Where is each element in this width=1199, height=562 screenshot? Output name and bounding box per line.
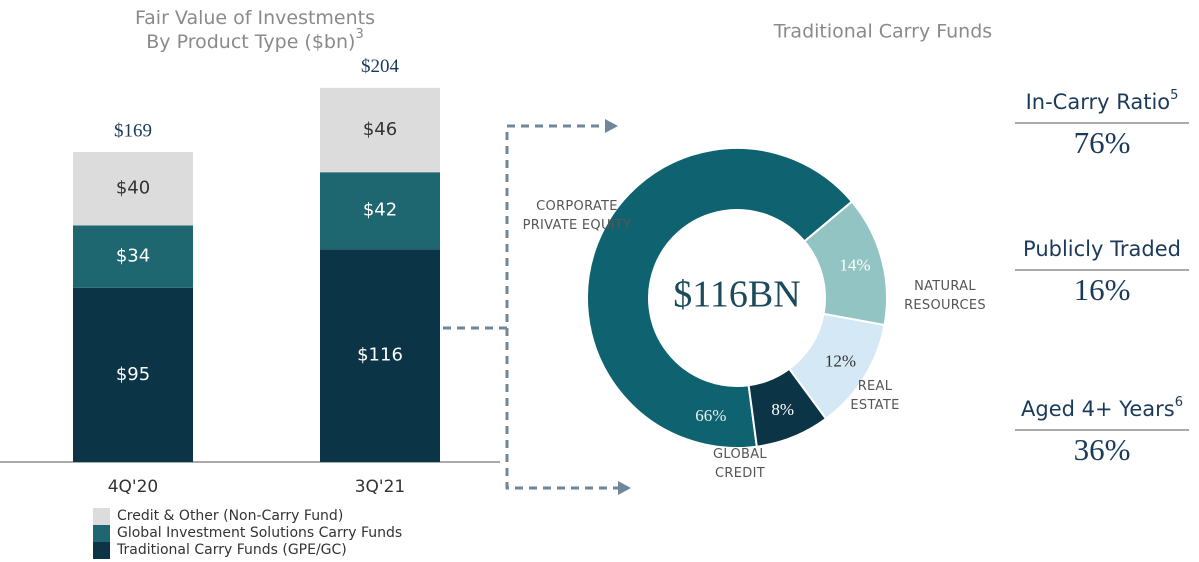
legend-label: Global Investment Solutions Carry Funds (117, 525, 402, 541)
bar-segment (320, 172, 440, 250)
slice-category-label: CORPORATE PRIVATE EQUITY (522, 199, 632, 233)
slice-value-label: 8% (771, 400, 794, 419)
bar-segment (320, 249, 440, 462)
donut-slice (586, 147, 854, 449)
x-tick-label: 3Q'21 (355, 477, 406, 497)
legend-swatch (93, 542, 110, 559)
metric-value: 76% (1074, 125, 1131, 160)
slice-value-label: 66% (695, 406, 726, 425)
slice-category-label: GLOBAL CREDIT (713, 447, 767, 481)
title-footnote: 3 (355, 27, 363, 42)
legend-swatch (93, 508, 110, 525)
donut-center-label: $116BN (673, 274, 800, 316)
metric-footnote: 5 (1170, 88, 1178, 103)
bar-value-label: $95 (116, 364, 150, 385)
bar-value-label: $116 (357, 345, 403, 366)
metric-value: 36% (1074, 432, 1131, 467)
slice-value-label: 12% (825, 352, 856, 371)
bar-value-label: $34 (116, 246, 150, 267)
metric-footnote: 6 (1175, 395, 1183, 410)
donut-title: Traditional Carry Funds (773, 21, 992, 43)
bar-value-label: $46 (363, 119, 397, 140)
bar-value-label: $42 (363, 200, 397, 221)
bar-segment (320, 87, 440, 173)
bar-total-label: $204 (361, 56, 400, 77)
slice-category-label: NATURAL RESOURCES (904, 279, 986, 313)
legend-label: Traditional Carry Funds (GPE/GC) (116, 542, 347, 558)
metric-label: Aged 4+ Years6 (1021, 395, 1183, 422)
bar-title: Fair Value of Investments By Product Type… (135, 7, 375, 53)
legend-label: Credit & Other (Non-Carry Fund) (117, 508, 343, 524)
connector (443, 124, 618, 490)
bar-segment (73, 225, 193, 288)
slice-category-label: REAL ESTATE (850, 379, 900, 413)
metric-value: 16% (1074, 272, 1131, 307)
metric-label: In-Carry Ratio5 (1026, 88, 1179, 115)
bar-segment (73, 287, 193, 462)
bar-segment (73, 152, 193, 226)
bar-total-label: $169 (114, 120, 152, 141)
metric-label: Publicly Traded (1023, 237, 1181, 261)
bar-title-line: Fair Value of Investments (135, 7, 375, 29)
bar-value-label: $40 (116, 178, 150, 199)
legend-swatch (93, 525, 110, 542)
slice-value-label: 14% (839, 256, 870, 275)
bar-title-line: By Product Type ($bn) (146, 31, 355, 53)
x-tick-label: 4Q'20 (108, 477, 159, 497)
donut-slice (747, 367, 828, 448)
